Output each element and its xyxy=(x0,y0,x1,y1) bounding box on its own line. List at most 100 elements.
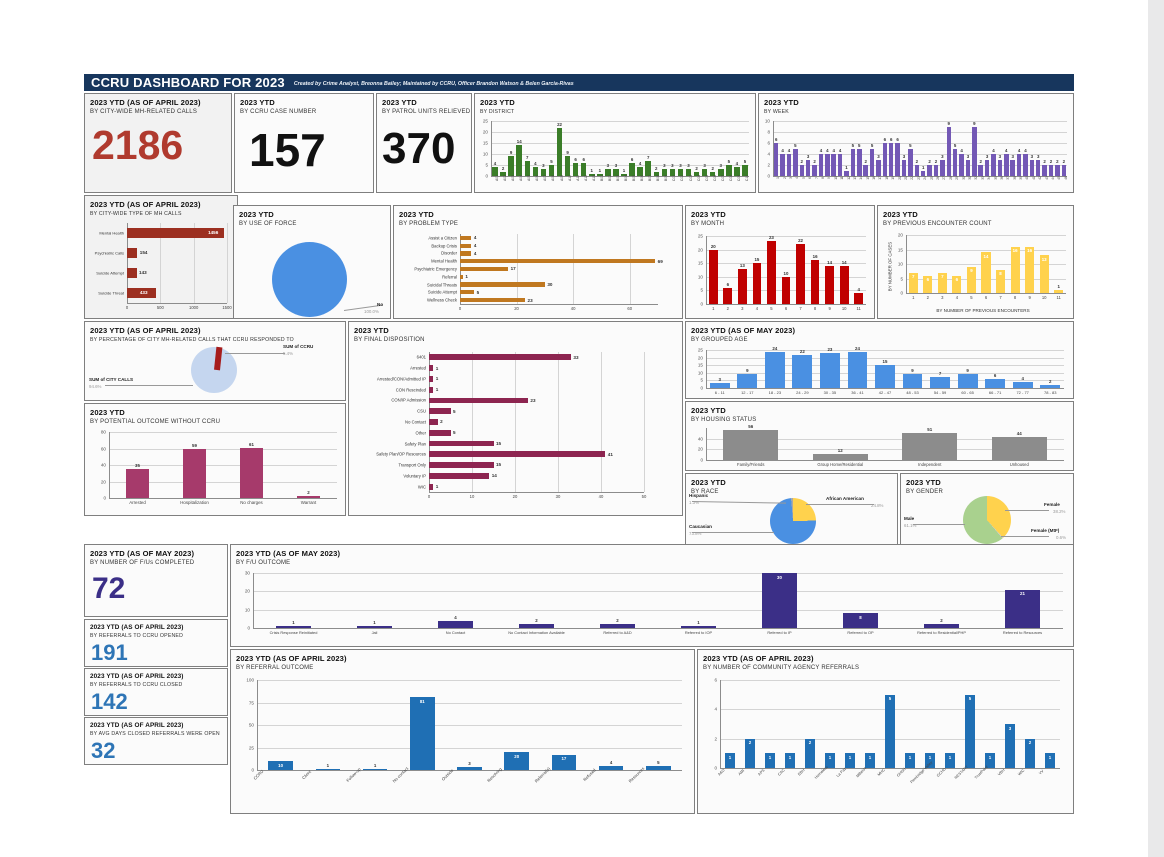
bar[interactable] xyxy=(500,171,506,176)
bar[interactable] xyxy=(869,148,875,176)
bar[interactable] xyxy=(773,143,779,176)
bar[interactable] xyxy=(410,697,435,770)
bar[interactable] xyxy=(613,169,619,176)
bar[interactable] xyxy=(792,354,813,388)
bar[interactable] xyxy=(429,397,528,404)
bar[interactable] xyxy=(429,419,438,425)
bar[interactable] xyxy=(785,753,795,768)
bar[interactable] xyxy=(825,154,830,176)
bar[interactable] xyxy=(945,753,955,768)
bar[interactable] xyxy=(1010,159,1015,176)
bar[interactable] xyxy=(997,159,1003,176)
bar[interactable] xyxy=(799,165,804,176)
bar[interactable] xyxy=(460,243,472,248)
bar[interactable] xyxy=(924,624,959,628)
bar[interactable] xyxy=(709,383,730,388)
bar[interactable] xyxy=(895,143,900,176)
bar[interactable] xyxy=(725,753,735,768)
bar[interactable] xyxy=(767,241,776,304)
bar[interactable] xyxy=(1012,381,1033,388)
bar[interactable] xyxy=(902,374,923,388)
bar[interactable] xyxy=(854,293,864,304)
bar[interactable] xyxy=(908,272,918,293)
bar[interactable] xyxy=(540,169,547,176)
bar[interactable] xyxy=(125,469,150,498)
bar[interactable] xyxy=(965,694,975,768)
chart-previous-encounter[interactable]: 2023 YTD BY PREVIOUS ENCOUNTER COUNT 0 5 1… xyxy=(877,205,1074,319)
chart-fu-outcome[interactable]: 2023 YTD (AS OF MAY 2023) BY F/U OUTCOME… xyxy=(230,544,1074,647)
bar[interactable] xyxy=(723,430,779,460)
bar[interactable] xyxy=(681,626,716,628)
bar[interactable] xyxy=(762,573,797,628)
bar[interactable] xyxy=(1023,154,1028,176)
bar[interactable] xyxy=(460,266,509,272)
bar[interactable] xyxy=(429,483,434,490)
bar[interactable] xyxy=(793,148,798,176)
bar[interactable] xyxy=(812,165,817,176)
bar[interactable] xyxy=(629,162,635,176)
bar[interactable] xyxy=(863,165,868,176)
bar[interactable] xyxy=(508,156,514,176)
bar[interactable] xyxy=(429,429,451,436)
bar[interactable] xyxy=(920,170,926,176)
bar[interactable] xyxy=(268,761,293,770)
bar[interactable] xyxy=(957,374,978,388)
bar[interactable] xyxy=(598,766,624,770)
kpi-fus-completed[interactable]: 2023 YTD (AS OF MAY 2023) BY NUMBER OF F… xyxy=(84,544,228,617)
bar[interactable] xyxy=(637,167,643,176)
bar[interactable] xyxy=(996,269,1006,293)
bar[interactable] xyxy=(901,159,907,176)
bar[interactable] xyxy=(765,753,775,768)
bar[interactable] xyxy=(677,169,684,176)
bar[interactable] xyxy=(991,154,996,176)
bar[interactable] xyxy=(239,447,264,498)
bar[interactable] xyxy=(127,228,225,238)
bar[interactable] xyxy=(597,173,603,176)
bar[interactable] xyxy=(820,353,840,388)
bar[interactable] xyxy=(825,753,835,768)
bar[interactable] xyxy=(1045,753,1055,768)
bar[interactable] xyxy=(875,365,895,388)
bar[interactable] xyxy=(504,752,529,770)
bar[interactable] xyxy=(1004,154,1009,176)
bar[interactable] xyxy=(876,159,881,176)
bar[interactable] xyxy=(843,613,878,628)
chart-week[interactable]: 2023 YTD BY WEEK 0 2 4 6 8 10 6 1 4 2 4 3 5 4 2 5 3 6 2 7 4 8… xyxy=(758,93,1074,193)
bar[interactable] xyxy=(885,694,895,768)
chart-referral-outcome[interactable]: 2023 YTD (AS OF APRIL 2023) BY REFERRAL … xyxy=(230,649,695,814)
bar[interactable] xyxy=(127,248,138,258)
bar[interactable] xyxy=(429,386,434,393)
bar[interactable] xyxy=(1010,246,1020,293)
bar[interactable] xyxy=(845,753,855,768)
bar[interactable] xyxy=(786,154,792,176)
bar[interactable] xyxy=(572,162,579,176)
chart-month[interactable]: 2023 YTD BY MONTH 0 5 10 15 20 25 20 1 6 2 13 3 15 4 2… xyxy=(685,205,875,319)
bar[interactable] xyxy=(978,165,983,176)
bar[interactable] xyxy=(1061,165,1067,176)
bar[interactable] xyxy=(981,252,991,293)
bar[interactable] xyxy=(781,276,791,304)
bar[interactable] xyxy=(661,169,668,176)
bar[interactable] xyxy=(902,432,958,460)
bar[interactable] xyxy=(738,268,747,304)
bar[interactable] xyxy=(532,167,539,176)
bar[interactable] xyxy=(460,259,656,264)
bar[interactable] xyxy=(923,275,933,293)
bar[interactable] xyxy=(865,753,875,768)
bar[interactable] xyxy=(556,127,563,176)
chart-problem-type[interactable]: 2023 YTD BY PROBLEM TYPE 0 20 40 60 4 Assist … xyxy=(393,205,683,319)
bar[interactable] xyxy=(1029,159,1035,176)
bar[interactable] xyxy=(857,148,862,176)
bar[interactable] xyxy=(429,462,494,469)
bar[interactable] xyxy=(646,765,671,770)
bar[interactable] xyxy=(669,169,676,176)
bar[interactable] xyxy=(805,738,815,768)
bar[interactable] xyxy=(847,351,868,388)
bar[interactable] xyxy=(524,160,530,176)
bar[interactable] xyxy=(796,244,805,304)
bar[interactable] xyxy=(925,753,935,768)
bar[interactable] xyxy=(429,365,434,372)
chart-citywide-type[interactable]: 2023 YTD (AS OF APRIL 2023) BY CITY-WIDE… xyxy=(84,195,238,319)
kpi-citywide-calls[interactable]: 2023 YTD (AS OF APRIL 2023) BY CITY-WIDE… xyxy=(84,93,232,193)
bar[interactable] xyxy=(296,496,321,498)
